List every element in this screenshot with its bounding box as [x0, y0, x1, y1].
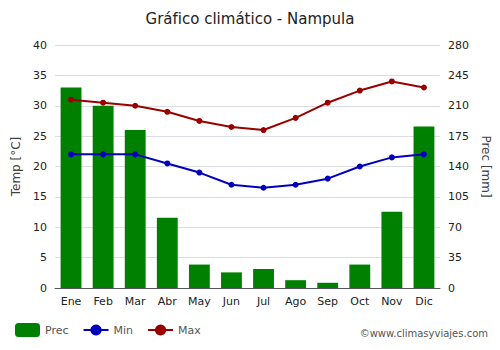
- svg-text:Abr: Abr: [158, 295, 178, 308]
- svg-text:35: 35: [33, 69, 47, 82]
- svg-text:10: 10: [33, 221, 47, 234]
- svg-text:Dic: Dic: [415, 295, 433, 308]
- svg-text:May: May: [188, 295, 211, 308]
- svg-text:15: 15: [33, 190, 47, 203]
- svg-text:30: 30: [33, 99, 47, 112]
- svg-text:70: 70: [448, 221, 462, 234]
- svg-text:Jul: Jul: [256, 295, 270, 308]
- svg-text:245: 245: [448, 69, 469, 82]
- svg-text:25: 25: [33, 130, 47, 143]
- svg-text:0: 0: [40, 282, 47, 295]
- svg-text:Prec [mm]: Prec [mm]: [479, 135, 493, 197]
- svg-text:40: 40: [33, 39, 47, 52]
- svg-text:210: 210: [448, 99, 469, 112]
- svg-text:Feb: Feb: [93, 295, 112, 308]
- svg-text:280: 280: [448, 39, 469, 52]
- svg-text:Ene: Ene: [61, 295, 82, 308]
- svg-text:Mar: Mar: [125, 295, 146, 308]
- svg-text:175: 175: [448, 130, 469, 143]
- svg-text:105: 105: [448, 190, 469, 203]
- svg-text:140: 140: [448, 160, 469, 173]
- svg-text:Prec: Prec: [45, 324, 69, 337]
- svg-text:20: 20: [33, 160, 47, 173]
- svg-text:Temp [°C]: Temp [°C]: [9, 137, 23, 198]
- svg-text:Min: Min: [114, 324, 134, 337]
- svg-text:Sep: Sep: [317, 295, 338, 308]
- svg-text:0: 0: [448, 282, 455, 295]
- svg-text:Gráfico climático - Nampula: Gráfico climático - Nampula: [146, 10, 355, 28]
- svg-text:Max: Max: [178, 324, 201, 337]
- svg-text:Oct: Oct: [350, 295, 370, 308]
- svg-text:5: 5: [40, 251, 47, 264]
- svg-text:Jun: Jun: [222, 295, 240, 308]
- svg-text:Ago: Ago: [285, 295, 307, 308]
- svg-text:Nov: Nov: [381, 295, 403, 308]
- svg-text:35: 35: [448, 251, 462, 264]
- svg-text:©www.climasyviajes.com: ©www.climasyviajes.com: [360, 328, 488, 339]
